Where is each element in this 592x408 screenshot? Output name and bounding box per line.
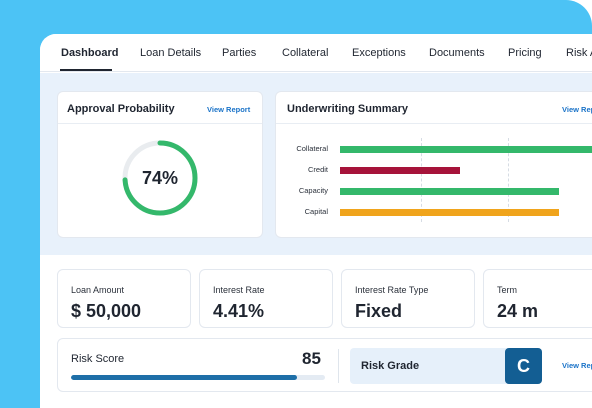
- interest-rate-type-card: Interest Rate Type Fixed: [341, 269, 475, 328]
- tab-collateral[interactable]: Collateral: [282, 47, 329, 59]
- tab-bar: Dashboard Loan Details Parties Collatera…: [40, 34, 592, 72]
- active-tab-indicator: [60, 69, 112, 71]
- bar-capacity: [340, 188, 559, 195]
- risk-score-value: 85: [302, 349, 321, 368]
- dashboard-window: Dashboard Loan Details Parties Collatera…: [40, 34, 592, 408]
- bar-label-capital: Capital: [304, 207, 328, 216]
- tab-exceptions[interactable]: Exceptions: [352, 47, 406, 59]
- divider: [338, 349, 339, 383]
- summary-section: Approval Probability View Report 74% Und…: [40, 73, 592, 255]
- tab-loan-details[interactable]: Loan Details: [140, 47, 202, 59]
- risk-score-bar-fill: [71, 375, 298, 380]
- approval-gauge: 74%: [120, 138, 200, 218]
- approval-probability-card: Approval Probability View Report 74%: [57, 91, 263, 238]
- bar-label-credit: Credit: [307, 165, 328, 174]
- stat-value: 24 m: [497, 301, 539, 321]
- bar-collateral: [340, 146, 592, 153]
- stat-label: Interest Rate Type: [355, 285, 429, 295]
- stat-label: Term: [497, 285, 517, 295]
- tab-documents[interactable]: Documents: [429, 47, 485, 59]
- view-report-link[interactable]: View Rep: [562, 361, 592, 370]
- risk-card: Risk Score 85 Risk Grade C View Rep: [57, 338, 592, 392]
- risk-score-bar: [71, 375, 325, 380]
- view-report-link[interactable]: View Report: [207, 105, 251, 114]
- loan-amount-card: Loan Amount $ 50,000: [57, 269, 191, 328]
- tab-risk[interactable]: Risk A: [566, 47, 592, 59]
- approval-percentage: 74%: [141, 167, 179, 188]
- card-title: Underwriting Summary: [287, 103, 409, 115]
- card-title: Approval Probability: [67, 103, 175, 115]
- underwriting-summary-card: Underwriting Summary View Rep Collateral…: [275, 91, 592, 238]
- card-header: Underwriting Summary View Rep: [276, 92, 592, 124]
- risk-grade-badge: C: [505, 348, 542, 384]
- ring-fill: [122, 140, 198, 216]
- bar-capital: [340, 209, 559, 216]
- interest-rate-card: Interest Rate 4.41%: [199, 269, 333, 328]
- stat-value: 4.41%: [213, 301, 265, 321]
- term-card: Term 24 m: [483, 269, 592, 328]
- risk-grade-label: Risk Grade: [361, 360, 420, 372]
- stat-value: $ 50,000: [71, 301, 142, 321]
- bar-label-capacity: Capacity: [298, 186, 328, 195]
- bar-label-collateral: Collateral: [296, 144, 328, 153]
- tab-parties[interactable]: Parties: [222, 47, 257, 59]
- chart-gridline: [508, 138, 509, 222]
- progress-ring: [122, 140, 198, 216]
- view-report-link[interactable]: View Rep: [562, 105, 592, 114]
- tab-pricing[interactable]: Pricing: [508, 47, 542, 59]
- tab-dashboard[interactable]: Dashboard: [61, 47, 119, 59]
- chart-gridline: [421, 138, 422, 222]
- stat-value: Fixed: [355, 301, 403, 321]
- card-header: Approval Probability View Report: [58, 92, 262, 124]
- bar-credit: [340, 167, 460, 174]
- stat-label: Loan Amount: [71, 285, 125, 295]
- stat-label: Interest Rate: [213, 285, 265, 295]
- risk-score-label: Risk Score: [71, 353, 125, 365]
- risk-grade-box: Risk Grade C: [350, 348, 542, 384]
